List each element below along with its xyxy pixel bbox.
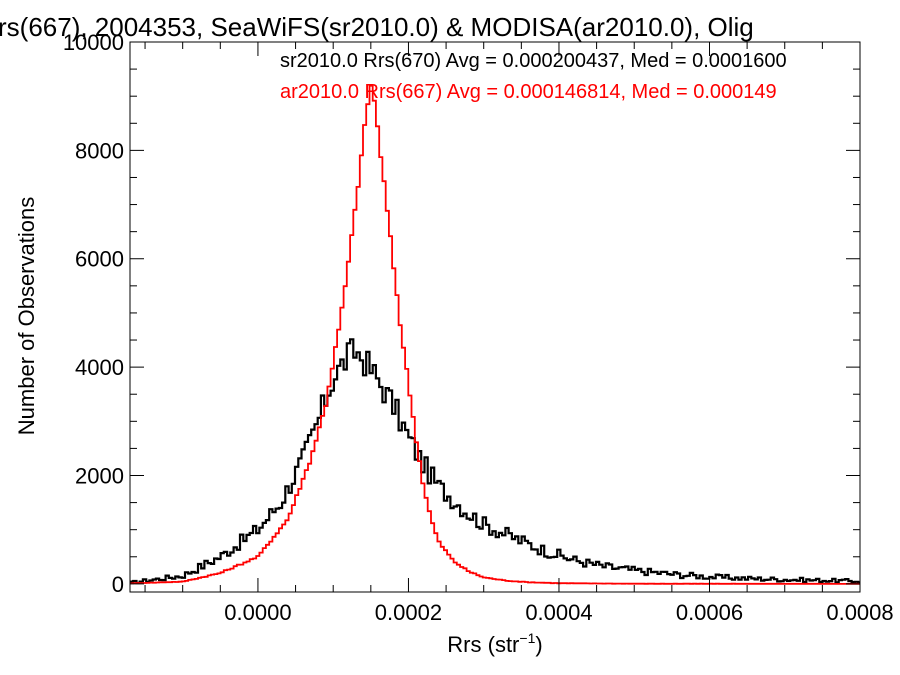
series-layer — [130, 84, 860, 585]
y-tick-label: 4000 — [75, 355, 124, 380]
y-tick-label: 0 — [112, 572, 124, 597]
x-axis-label-main: Rrs (str — [447, 632, 519, 657]
series-line-1 — [130, 84, 860, 585]
y-tick-label: 8000 — [75, 138, 124, 163]
x-tick-label: 0.0008 — [826, 600, 893, 625]
y-tick-label: 2000 — [75, 463, 124, 488]
x-axis-label-sup: −1 — [519, 630, 535, 646]
plot-frame — [129, 41, 861, 593]
y-tick-label: 10000 — [63, 30, 124, 55]
x-axis-label-close: ) — [535, 632, 542, 657]
legend-entry-0: sr2010.0 Rrs(670) Avg = 0.000200437, Med… — [280, 50, 787, 72]
series-line-0 — [130, 338, 860, 585]
x-tick-label: 0.0000 — [224, 600, 291, 625]
y-axis-label: Number of Observations — [14, 197, 39, 435]
x-tick-label: 0.0002 — [375, 600, 442, 625]
legend-entry-1: ar2010.0 Rrs(667) Avg = 0.000146814, Med… — [280, 81, 777, 103]
x-tick-label: 0.0006 — [676, 600, 743, 625]
y-tick-label: 6000 — [75, 247, 124, 272]
chart-title: rs(667), 2004353, SeaWiFS(sr2010.0) & MO… — [0, 12, 754, 42]
tick-layer: 0.0000 0.0002 0.0004 0.0006 0.0008 0 2000 4000 6… — [63, 30, 894, 625]
x-axis-label: Rrs (str−1) — [447, 630, 542, 657]
x-tick-label: 0.0004 — [525, 600, 592, 625]
